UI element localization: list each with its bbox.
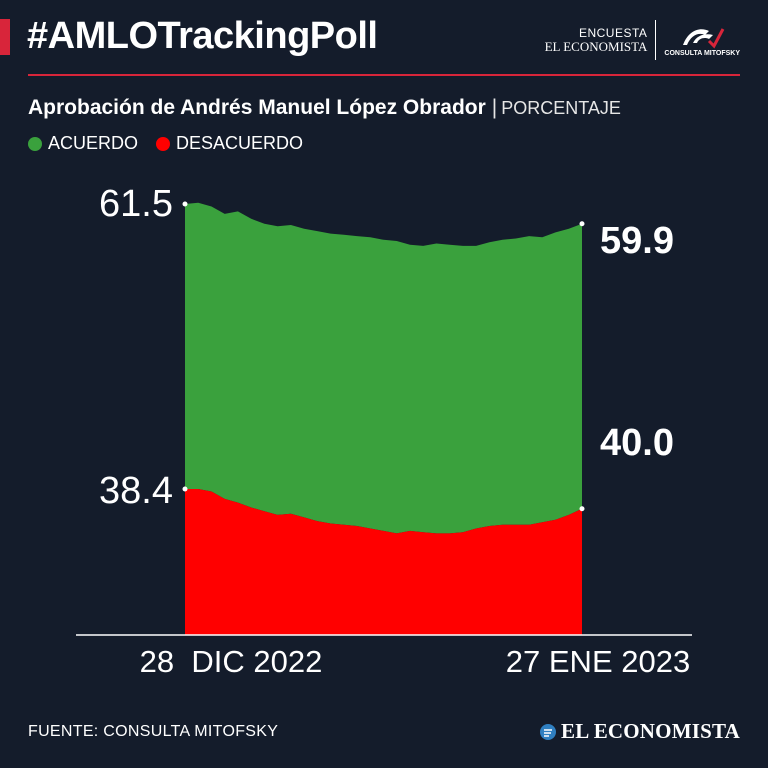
survey-publisher: EL ECONOMISTA bbox=[544, 39, 648, 54]
mitofsky-logo: CONSULTA MITOFSKY bbox=[664, 23, 740, 57]
unit-label: PORCENTAJE bbox=[501, 98, 621, 118]
header-rule bbox=[28, 74, 740, 76]
marker-desacuerdo-end bbox=[579, 506, 585, 512]
x-tick-end: 27 ENE 2023 bbox=[506, 644, 690, 679]
legend-dot-acuerdo bbox=[28, 136, 42, 151]
marker-acuerdo-start bbox=[182, 201, 188, 207]
chart-title: Aprobación de Andrés Manuel López Obrado… bbox=[28, 96, 486, 119]
mitofsky-emblem-icon bbox=[683, 28, 725, 49]
chart-subtitle: Aprobación de Andrés Manuel López Obrado… bbox=[28, 95, 621, 121]
end-label-desacuerdo: 40.0 bbox=[600, 422, 674, 464]
el-economista-emblem-icon bbox=[540, 723, 556, 740]
marker-acuerdo-end bbox=[579, 221, 585, 227]
survey-label: ENCUESTA bbox=[578, 26, 648, 40]
area-desacuerdo bbox=[185, 489, 582, 635]
hashtag-title: #AMLOTrackingPoll bbox=[27, 15, 378, 57]
endpoint-markers bbox=[182, 201, 585, 512]
area-acuerdo bbox=[185, 202, 582, 534]
start-label-desacuerdo: 38.4 bbox=[99, 470, 173, 512]
accent-bar bbox=[0, 19, 10, 55]
brand-divider bbox=[655, 20, 657, 60]
footer-logo: EL ECONOMISTA bbox=[539, 719, 740, 744]
legend-label-desacuerdo: DESACUERDO bbox=[176, 133, 304, 153]
x-tick-start: 28 DIC 2022 bbox=[140, 644, 323, 679]
legend-label-acuerdo: ACUERDO bbox=[48, 133, 139, 153]
source-note: FUENTE: CONSULTA MITOFSKY bbox=[28, 723, 279, 740]
mitofsky-label: CONSULTA MITOFSKY bbox=[664, 50, 740, 57]
legend-item-desacuerdo: DESACUERDO bbox=[156, 133, 303, 154]
legend-dot-desacuerdo bbox=[156, 136, 171, 151]
marker-desacuerdo-start bbox=[182, 486, 188, 492]
title-separator: | bbox=[491, 96, 498, 119]
start-label-acuerdo: 61.5 bbox=[99, 183, 173, 225]
legend: ACUERDO DESACUERDO bbox=[28, 133, 303, 154]
brand-block: ENCUESTA EL ECONOMISTA CONSULTA MITOFSKY bbox=[545, 20, 740, 60]
end-label-acuerdo: 59.9 bbox=[600, 220, 674, 262]
footer-logo-text: EL ECONOMISTA bbox=[561, 719, 740, 743]
survey-brand: ENCUESTA EL ECONOMISTA bbox=[545, 26, 648, 54]
legend-item-acuerdo: ACUERDO bbox=[28, 133, 138, 154]
